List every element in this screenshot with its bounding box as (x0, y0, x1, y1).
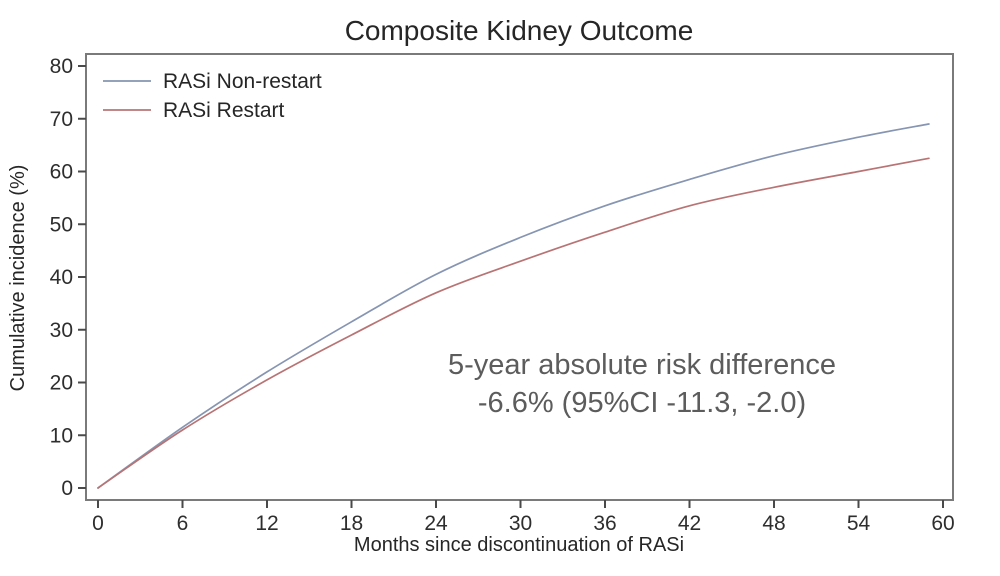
y-tick-label: 50 (50, 213, 73, 236)
y-tick-label: 70 (50, 108, 73, 131)
x-tick-label: 12 (255, 512, 278, 535)
x-tick-label: 6 (177, 512, 189, 535)
y-axis-ticks: 0 10 20 30 40 50 60 70 80 (50, 55, 86, 500)
y-tick-label: 40 (50, 266, 73, 289)
x-tick-label: 42 (678, 512, 701, 535)
y-tick-label: 10 (50, 424, 73, 447)
x-tick-label: 24 (424, 512, 448, 535)
x-tick-label: 54 (847, 512, 871, 535)
x-tick-label: 36 (593, 512, 616, 535)
series-line-rasi-restart (97, 157, 930, 489)
x-tick-label: 0 (92, 512, 104, 535)
legend-label-restart: RASi Restart (163, 99, 285, 122)
series-lines (97, 123, 930, 489)
y-tick-label: 80 (50, 55, 73, 78)
risk-difference-annotation: 5-year absolute risk difference -6.6% (9… (448, 349, 836, 419)
annotation-line-1: 5-year absolute risk difference (448, 349, 836, 381)
x-axis-label: Months since discontinuation of RASi (354, 534, 684, 556)
x-tick-label: 30 (509, 512, 532, 535)
annotation-line-2: -6.6% (95%CI -11.3, -2.0) (478, 387, 806, 419)
chart-title: Composite Kidney Outcome (345, 15, 694, 46)
y-tick-label: 0 (61, 477, 73, 500)
x-tick-label: 60 (931, 512, 954, 535)
y-tick-label: 30 (50, 319, 73, 342)
legend: RASi Non-restart RASi Restart (103, 70, 322, 122)
legend-label-non-restart: RASi Non-restart (163, 70, 322, 93)
y-tick-label: 60 (50, 161, 73, 184)
y-axis-label: Cumulative incidence (%) (7, 165, 29, 392)
series-line-rasi-non-restart (97, 123, 930, 489)
x-axis-ticks: 0 6 12 18 24 30 36 42 48 54 60 (92, 500, 955, 535)
x-tick-label: 18 (340, 512, 363, 535)
y-tick-label: 20 (50, 372, 73, 395)
x-tick-label: 48 (762, 512, 785, 535)
